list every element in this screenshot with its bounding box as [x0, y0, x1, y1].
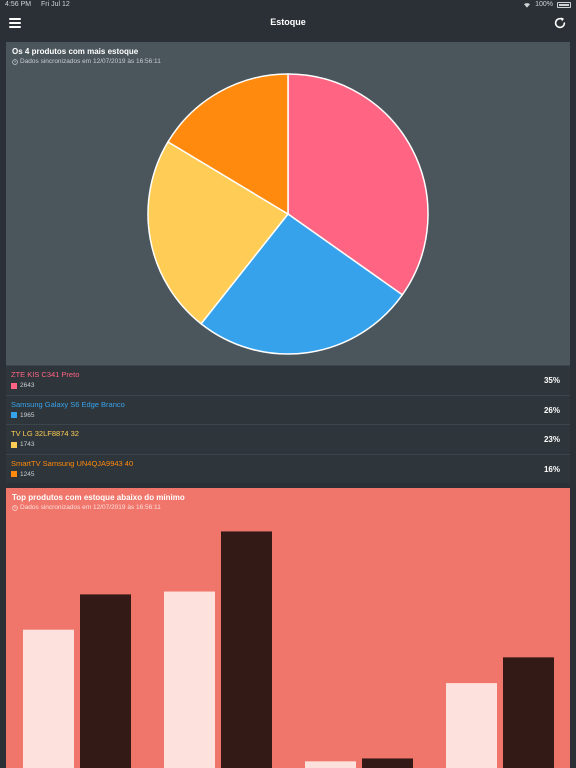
legend-percent: 23%	[543, 435, 560, 444]
page-title: Estoque	[270, 17, 306, 27]
legend-swatch	[11, 471, 17, 477]
legend-qty: 1245	[20, 470, 35, 478]
legend-name: ZTE KIS C341 Preto	[11, 370, 80, 379]
top-stock-card: Os 4 produtos com mais estoque Dados sin…	[6, 42, 570, 483]
bar-chart	[23, 531, 554, 768]
low-stock-sync-text: Dados sincronizados em 12/07/2019 às 16:…	[20, 504, 161, 511]
legend-name: TV LG 32LF8874 32	[11, 429, 79, 438]
status-date: Fri Jul 12	[41, 1, 70, 8]
bar[interactable]	[503, 657, 554, 768]
legend-row[interactable]: ZTE KIS C341 Preto 2643 35%	[6, 365, 570, 395]
pie-chart	[147, 73, 429, 355]
low-stock-title: Top produtos com estoque abaixo do mínim…	[12, 493, 185, 502]
wifi-icon	[524, 2, 531, 8]
bar[interactable]	[80, 594, 131, 768]
pie-slice[interactable]	[166, 73, 289, 216]
battery-icon	[557, 1, 571, 8]
battery-label: 100%	[535, 1, 553, 8]
legend-percent: 16%	[543, 464, 560, 474]
top-stock-sync: Dados sincronizados em 12/07/2019 às 16:…	[12, 58, 161, 65]
legend-percent: 35%	[543, 376, 560, 385]
bar[interactable]	[221, 531, 272, 768]
bar[interactable]	[446, 683, 497, 768]
status-bar: 4:56 PM Fri Jul 12 100%	[0, 0, 576, 12]
legend-name: Samsung Galaxy S6 Edge Branco	[11, 399, 125, 409]
legend-row[interactable]: SmartTV Samsung UN4QJA9943 40 1245 16%	[6, 453, 570, 483]
pie-slice[interactable]	[287, 73, 429, 296]
clock-icon	[12, 504, 18, 511]
legend-swatch	[11, 441, 17, 448]
legend-qty: 2643	[20, 382, 35, 389]
status-time: 4:56 PM	[5, 1, 32, 8]
legend-qty: 1743	[20, 441, 35, 448]
navigation-bar: Estoque	[0, 12, 576, 37]
legend-swatch	[11, 382, 17, 389]
bar[interactable]	[23, 629, 74, 768]
legend-row[interactable]: Samsung Galaxy S6 Edge Branco 1965 26%	[6, 394, 570, 424]
bar[interactable]	[164, 591, 215, 768]
refresh-icon[interactable]	[553, 16, 567, 30]
bar[interactable]	[305, 761, 356, 768]
top-stock-title: Os 4 produtos com mais estoque	[12, 47, 139, 56]
legend-row[interactable]: TV LG 32LF8874 32 1743 23%	[6, 424, 570, 454]
pie-slice[interactable]	[200, 212, 404, 355]
legend-percent: 26%	[543, 405, 560, 415]
top-stock-sync-text: Dados sincronizados em 12/07/2019 às 16:…	[20, 58, 161, 65]
low-stock-sync: Dados sincronizados em 12/07/2019 às 16:…	[12, 504, 161, 511]
legend-name: SmartTV Samsung UN4QJA9943 40	[11, 458, 134, 468]
legend-qty: 1965	[20, 411, 35, 419]
pie-legend: ZTE KIS C341 Preto 2643 35% Samsung Gala…	[6, 365, 570, 483]
bar[interactable]	[362, 758, 413, 768]
legend-swatch	[11, 412, 17, 418]
low-stock-card: Top produtos com estoque abaixo do mínim…	[6, 488, 570, 768]
clock-icon	[12, 58, 18, 65]
menu-icon[interactable]	[9, 18, 21, 28]
pie-slice[interactable]	[147, 140, 290, 325]
